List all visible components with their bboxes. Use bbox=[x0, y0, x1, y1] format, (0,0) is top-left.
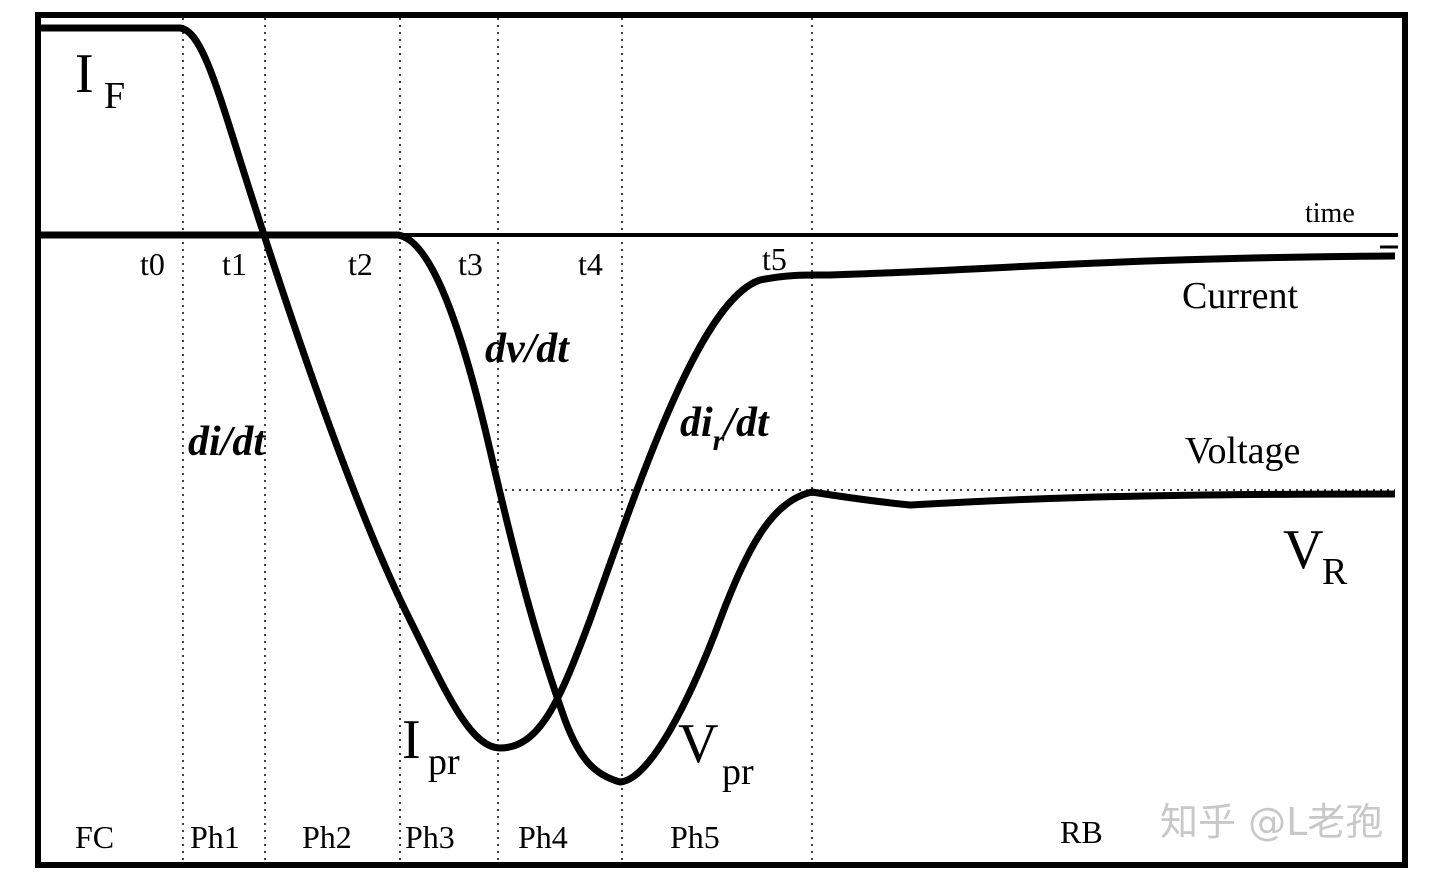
phase-labels: FC Ph1 Ph2 Ph3 Ph4 Ph5 RB bbox=[75, 814, 1103, 855]
vr-sub: R bbox=[1322, 551, 1348, 593]
current-label: Current bbox=[1182, 275, 1299, 317]
if-sub: F bbox=[104, 75, 125, 117]
phase-label: Ph5 bbox=[670, 819, 720, 855]
current-curve bbox=[40, 24, 1396, 752]
ipr-sub: pr bbox=[428, 741, 460, 783]
t-label: t4 bbox=[578, 246, 603, 282]
t-label: t5 bbox=[762, 241, 787, 277]
time-marks: t0 t1 t2 t3 t4 t5 bbox=[140, 241, 787, 282]
dirdt-main: di bbox=[680, 400, 713, 446]
voltage-label: Voltage bbox=[1185, 430, 1300, 472]
frame bbox=[35, 12, 1408, 868]
voltage-curve bbox=[40, 231, 1396, 786]
t-label: t3 bbox=[458, 246, 483, 282]
if-label: I bbox=[75, 43, 94, 105]
ipr-label: I bbox=[402, 709, 421, 771]
phase-label: RB bbox=[1060, 814, 1103, 850]
t-label: t1 bbox=[222, 246, 247, 282]
vpr-label: V bbox=[678, 713, 718, 775]
t-label: t0 bbox=[140, 246, 165, 282]
time-label: time bbox=[1305, 198, 1355, 229]
dirdt-label: dir/dt bbox=[680, 400, 770, 457]
vpr-sub: pr bbox=[722, 751, 754, 793]
phase-label: Ph4 bbox=[518, 819, 568, 855]
t-label: t2 bbox=[348, 246, 373, 282]
phase-label: Ph2 bbox=[302, 819, 352, 855]
phase-dividers bbox=[182, 18, 1395, 862]
dirdt-tail: /dt bbox=[721, 400, 770, 446]
dvdt-label: dv/dt bbox=[485, 326, 570, 372]
dirdt-sub: r bbox=[713, 424, 725, 457]
phase-label: Ph3 bbox=[405, 819, 455, 855]
watermark: 知乎 @L老孢 bbox=[1160, 800, 1383, 844]
didt-label: di/dt bbox=[188, 419, 266, 465]
phase-label: Ph1 bbox=[190, 819, 240, 855]
phase-label: FC bbox=[75, 819, 114, 855]
vr-label: V bbox=[1283, 519, 1323, 581]
